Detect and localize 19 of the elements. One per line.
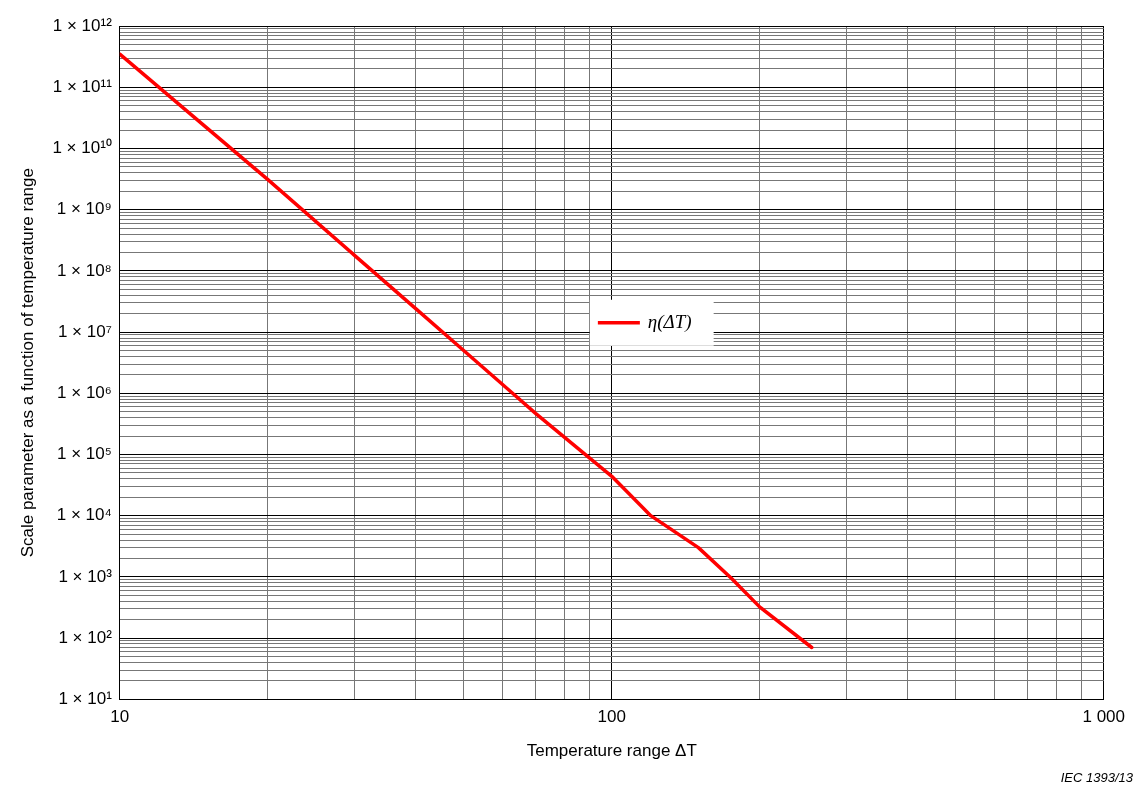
y-tick-label: 1 × 10¹² <box>52 15 113 35</box>
y-tick-label: 1 × 10⁹ <box>56 199 112 219</box>
y-tick-label: 1 × 10¹ <box>58 688 113 708</box>
x-tick-label: 10 <box>110 707 130 727</box>
x-axis-title: Temperature range ΔT <box>526 741 697 761</box>
y-tick-label: 1 × 10³ <box>58 566 113 586</box>
y-tick-label: 1 × 10⁶ <box>57 382 112 402</box>
y-tick-label: 1 × 10² <box>58 627 113 647</box>
legend-label: η(ΔT) <box>647 310 692 333</box>
y-tick-label: 1 × 10⁷ <box>57 321 112 341</box>
y-tick-label: 1 × 10¹¹ <box>52 77 113 97</box>
y-tick-label: 1 × 10⁸ <box>56 260 112 280</box>
y-tick-label: 1 × 10⁵ <box>57 444 112 464</box>
x-tick-label: 100 <box>597 707 626 727</box>
x-tick-label: 1 000 <box>1082 707 1125 727</box>
y-tick-label: 1 × 10¹⁰ <box>52 138 112 158</box>
y-tick-label: 1 × 10⁴ <box>56 505 112 525</box>
text: IEC 1393/13 <box>1059 770 1133 785</box>
y-axis-title: Scale parameter as a function of temperature range <box>17 168 37 558</box>
